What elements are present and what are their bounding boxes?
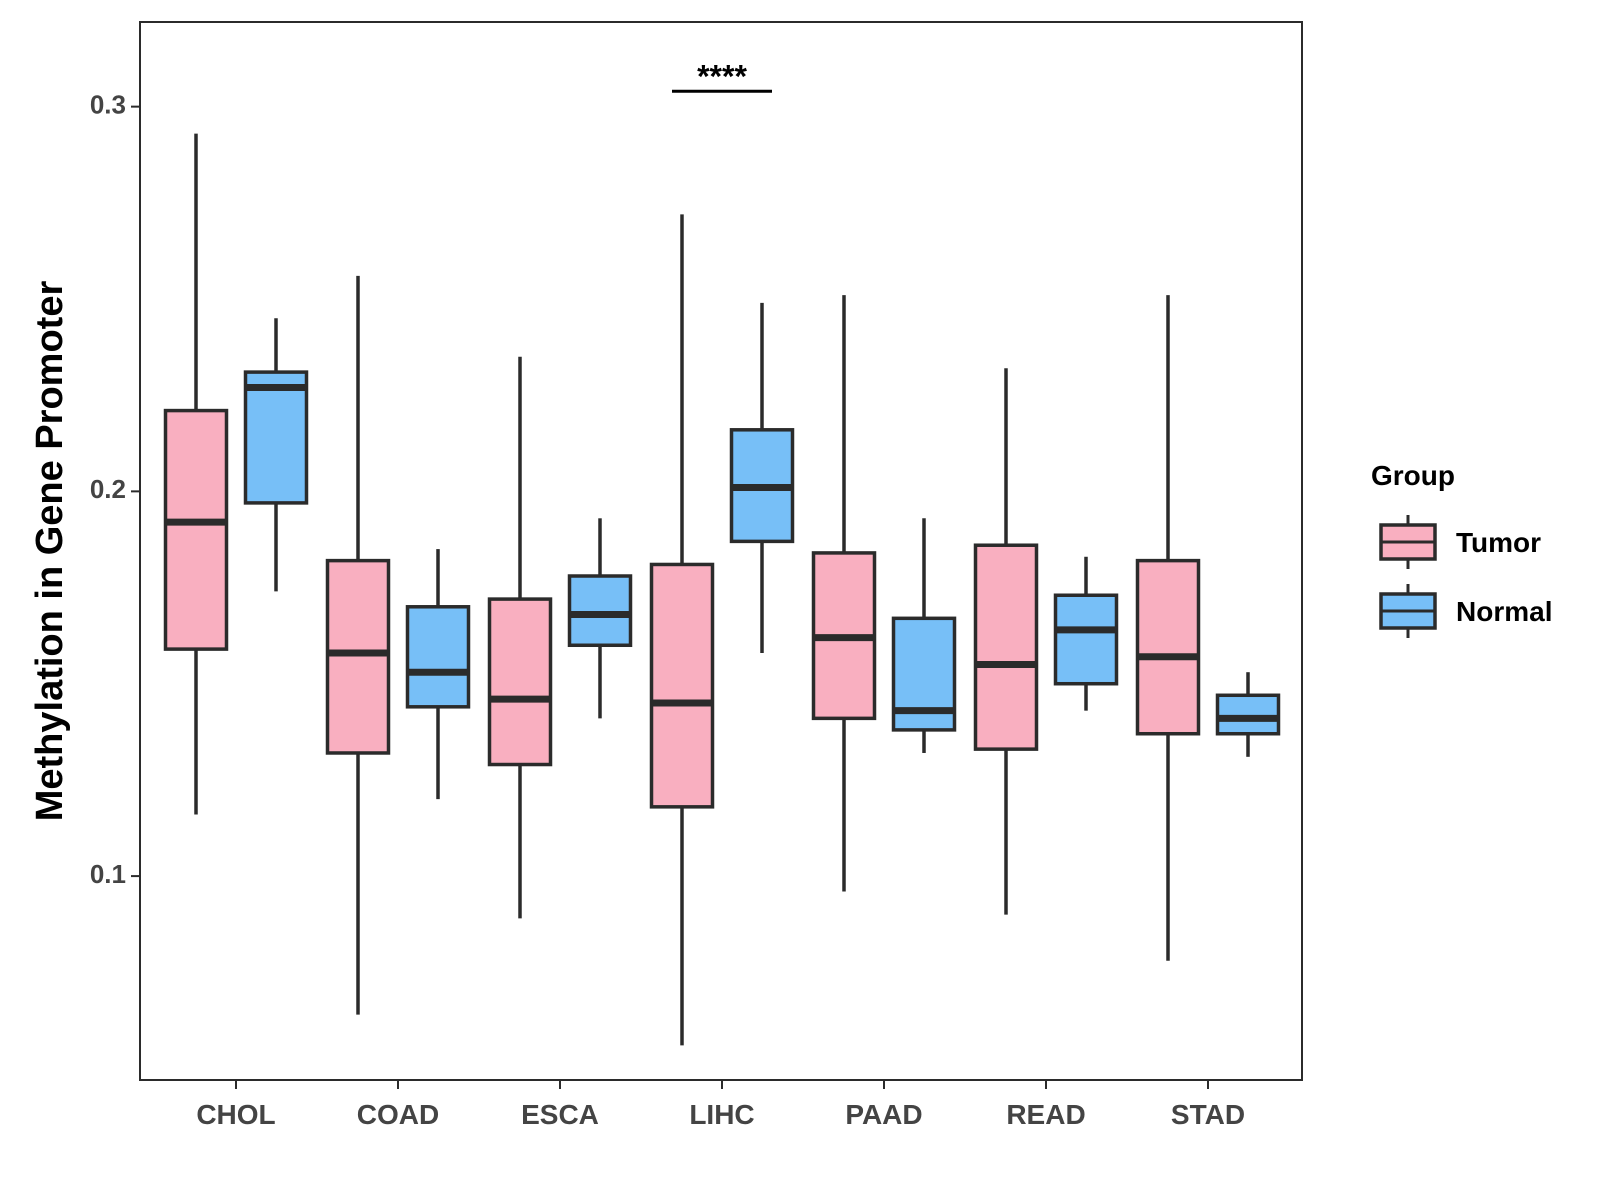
box-esca-normal — [567, 518, 633, 719]
box-coad-normal — [405, 549, 471, 800]
y-tick-label: 0.3 — [90, 90, 126, 120]
x-tick-label: PAAD — [845, 1099, 922, 1130]
legend-label-tumor: Tumor — [1456, 527, 1541, 558]
legend-title: Group — [1371, 460, 1455, 491]
box-stad-tumor — [1135, 295, 1201, 961]
box-chol-tumor — [163, 133, 229, 815]
box-body — [487, 597, 553, 767]
box-body — [1215, 693, 1281, 736]
box-read-tumor — [973, 368, 1039, 915]
box-lihc-tumor — [649, 214, 715, 1046]
x-axis: CHOL COAD ESCA LIHC PAAD READ STAD — [196, 1080, 1245, 1130]
x-tick-label: COAD — [357, 1099, 439, 1130]
significance-label: **** — [697, 58, 747, 94]
box-paad-tumor — [811, 295, 877, 892]
box-body — [243, 370, 309, 505]
box-body — [1135, 558, 1201, 736]
y-tick-label: 0.2 — [90, 474, 126, 504]
box-lihc-normal — [729, 302, 795, 653]
box-esca-tumor — [487, 356, 553, 919]
box-paad-normal — [891, 518, 957, 753]
x-tick-label: STAD — [1171, 1099, 1245, 1130]
box-body — [325, 558, 391, 755]
box-coad-tumor — [325, 275, 391, 1015]
box-body — [405, 605, 471, 709]
x-tick-label: CHOL — [196, 1099, 275, 1130]
x-tick-label: READ — [1006, 1099, 1085, 1130]
box-stad-normal — [1215, 672, 1281, 757]
legend: Group Tumor Normal — [1371, 460, 1552, 638]
box-body — [1053, 593, 1119, 686]
box-body — [973, 543, 1039, 751]
box-body — [567, 574, 633, 648]
y-axis-label: Methylation in Gene Promoter — [29, 281, 71, 822]
box-marks — [163, 133, 1281, 1046]
legend-key-normal — [1379, 584, 1437, 638]
box-body — [163, 408, 229, 651]
legend-label-normal: Normal — [1456, 596, 1552, 627]
x-tick-label: ESCA — [521, 1099, 599, 1130]
y-axis: 0.1 0.2 0.3 — [90, 90, 140, 889]
box-chol-normal — [243, 318, 309, 592]
y-tick-label: 0.1 — [90, 859, 126, 889]
box-body — [649, 562, 715, 809]
legend-keys — [1379, 515, 1437, 638]
x-tick-label: LIHC — [689, 1099, 754, 1130]
box-read-normal — [1053, 556, 1119, 711]
significance-annotations: **** — [672, 58, 772, 94]
legend-key-tumor — [1379, 515, 1437, 569]
